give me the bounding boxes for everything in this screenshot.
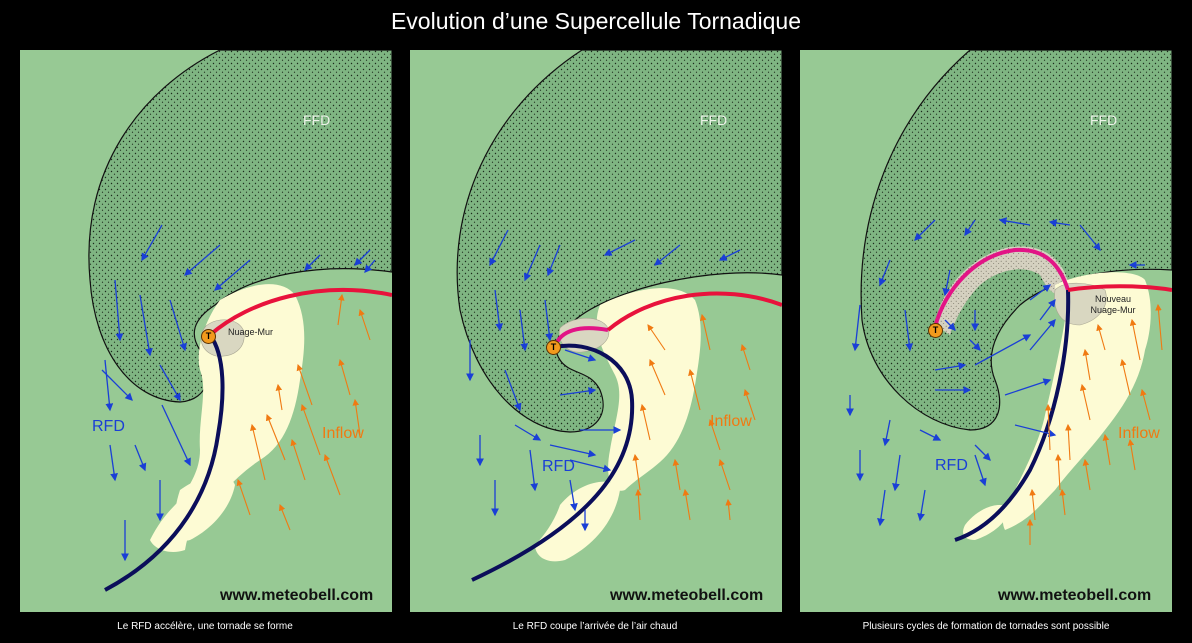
ffd-label: FFD (303, 112, 331, 128)
ffd-region (88, 50, 392, 403)
ffd-region (456, 50, 782, 433)
panel-1: FFD RFD Inflow Nuage-Mur T www.meteobell… (20, 50, 392, 612)
site-watermark: www.meteobell.com (998, 587, 1152, 604)
panel-3: FFD RFD Inflow Nouveau Nuage-Mur T www.m… (800, 50, 1172, 612)
warm-front-line (606, 291, 782, 332)
ffd-label: FFD (700, 112, 728, 128)
panel-3-diagram (800, 50, 1172, 612)
inflow-arrows (632, 313, 756, 521)
tornado-marker: T (928, 323, 943, 338)
updraft-region (1002, 272, 1151, 530)
old-occlusion-line (933, 247, 1070, 328)
tornado-marker: T (201, 329, 216, 344)
cold-front-line (104, 333, 225, 592)
updraft-tail (174, 475, 235, 541)
cold-front-line (471, 343, 635, 582)
updraft-tail (535, 481, 620, 562)
warm-front-line (208, 288, 392, 337)
rfd-arrows (846, 217, 1145, 527)
panel-2: FFD RFD Inflow T www.meteobell.com (410, 50, 782, 612)
inflow-label: Inflow (710, 413, 752, 430)
rfd-label: RFD (542, 458, 575, 475)
tornado-marker: T (546, 340, 561, 355)
rfd-arrows (101, 224, 376, 562)
rfd-arrows (466, 229, 741, 532)
inflow-arrows (236, 293, 371, 531)
caption-panel-1: Le RFD accélère, une tornade se forme (117, 621, 293, 632)
new-wall-cloud-line-2: Nuage-Mur (1090, 305, 1136, 315)
updraft-region (596, 288, 701, 491)
site-watermark: www.meteobell.com (610, 587, 764, 604)
diagram-title: Evolution d’une Supercellule Tornadique (390, 8, 802, 34)
inflow-arrows (1026, 303, 1163, 545)
cold-front-line (954, 289, 1071, 542)
caption-panel-2: Le RFD coupe l’arrivée de l’air chaud (512, 621, 678, 632)
wall-cloud-label: Nuage-Mur (228, 327, 274, 337)
new-wall-cloud-line-1: Nouveau (1094, 294, 1132, 304)
caption-panel-3: Plusieurs cycles de formation de tornade… (862, 621, 1110, 632)
panel-1-diagram (20, 50, 392, 612)
ffd-label: FFD (1090, 112, 1118, 128)
new-wall-cloud-label: Nouveau Nuage-Mur (1082, 294, 1144, 316)
old-occlusion-cloud (935, 246, 1070, 335)
rfd-label: RFD (935, 457, 968, 474)
site-watermark: www.meteobell.com (220, 587, 374, 604)
updraft-region (150, 284, 305, 552)
rfd-label: RFD (92, 418, 125, 435)
inflow-label: Inflow (1118, 425, 1160, 442)
inflow-label: Inflow (322, 425, 364, 442)
panel-2-diagram (410, 50, 782, 612)
warm-front-line (1067, 284, 1172, 292)
